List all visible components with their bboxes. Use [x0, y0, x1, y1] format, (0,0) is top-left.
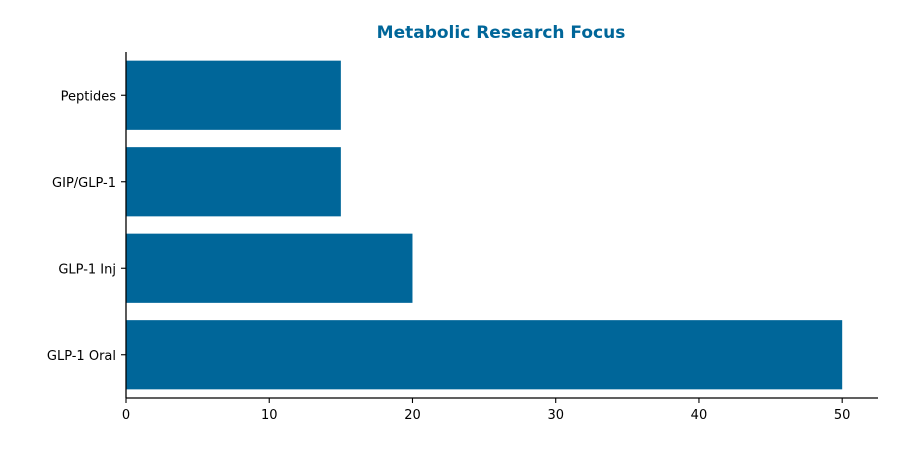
- x-tick-label: 50: [834, 408, 851, 423]
- y-tick-label: Peptides: [61, 89, 117, 104]
- bar-peptides: [126, 60, 341, 130]
- x-tick-label: 20: [404, 408, 421, 423]
- chart-title: Metabolic Research Focus: [377, 23, 626, 43]
- x-axis-ticks: 0 10 20 30 40 50: [122, 398, 851, 423]
- x-tick-label: 40: [691, 408, 708, 423]
- x-tick-label: 0: [122, 408, 130, 423]
- bars-group: [126, 60, 843, 390]
- x-tick-label: 30: [547, 408, 564, 423]
- y-tick-label: GLP-1 Oral: [47, 349, 116, 364]
- bar-gip-glp-1: [126, 147, 341, 217]
- bar-glp-1-oral: [126, 320, 843, 390]
- y-tick-label: GLP-1 Inj: [58, 262, 116, 277]
- y-axis-ticks: GLP-1 Oral GLP-1 Inj GIP/GLP-1 Peptides: [47, 89, 126, 364]
- x-tick-label: 10: [261, 408, 278, 423]
- y-tick-label: GIP/GLP-1: [52, 176, 116, 191]
- bar-glp-1-inj: [126, 233, 413, 303]
